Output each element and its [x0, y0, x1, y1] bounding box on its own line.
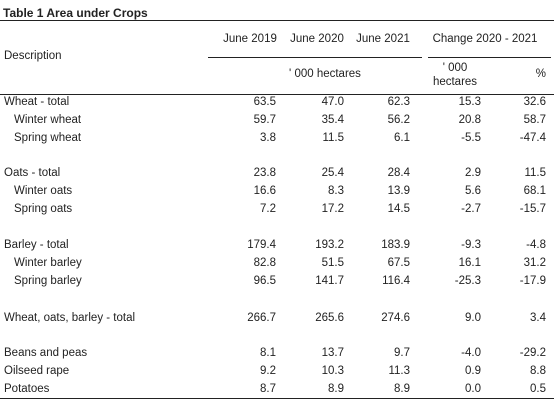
cell-june-2019: 23.8 — [253, 167, 276, 179]
row-label: Spring wheat — [14, 132, 82, 144]
cell-change-hectares: 16.1 — [458, 257, 481, 269]
row-label: Spring oats — [14, 203, 73, 215]
row-label: Wheat, oats, barley - total — [4, 312, 136, 324]
change-unit-line1: ' 000 — [442, 62, 468, 74]
row-label: Winter oats — [14, 185, 73, 197]
cell-change-hectares: -5.5 — [461, 132, 481, 144]
cell-change-percent: 0.5 — [530, 383, 546, 395]
cell-change-percent: -4.8 — [526, 239, 546, 251]
change-underline — [428, 57, 551, 58]
cell-june-2021: 274.6 — [381, 312, 410, 324]
cell-change-hectares: 5.6 — [465, 185, 481, 197]
cell-change-percent: 32.6 — [523, 96, 546, 108]
percent-label: % — [535, 68, 546, 80]
cell-june-2021: 28.4 — [387, 167, 410, 179]
cell-june-2021: 13.9 — [387, 185, 410, 197]
cell-change-hectares: -9.3 — [461, 239, 481, 251]
cell-june-2020: 51.5 — [321, 257, 344, 269]
columns-underline — [208, 57, 422, 58]
row-label: Barley - total — [4, 239, 69, 251]
cell-june-2019: 266.7 — [247, 312, 276, 324]
cell-change-percent: -17.9 — [519, 275, 546, 287]
cell-june-2020: 10.3 — [321, 365, 344, 377]
cell-change-percent: -15.7 — [519, 203, 546, 215]
col-header-june-2021: June 2021 — [356, 33, 410, 45]
row-label: Oats - total — [4, 167, 61, 179]
header-divider — [0, 94, 554, 95]
cell-june-2019: 9.2 — [260, 365, 276, 377]
bottom-divider — [0, 398, 554, 399]
cell-june-2021: 9.7 — [394, 347, 410, 359]
row-label: Potatoes — [4, 383, 50, 395]
title-divider — [0, 20, 554, 21]
col-header-june-2020: June 2020 — [290, 33, 344, 45]
cell-june-2021: 116.4 — [382, 275, 410, 287]
cell-june-2020: 25.4 — [321, 167, 344, 179]
cell-change-hectares: -4.0 — [461, 347, 481, 359]
cell-june-2019: 3.8 — [260, 132, 276, 144]
cell-change-percent: 11.5 — [524, 167, 546, 179]
cell-june-2021: 183.9 — [381, 239, 410, 251]
cell-june-2021: 11.3 — [388, 365, 410, 377]
cell-june-2020: 13.7 — [321, 347, 344, 359]
cell-june-2019: 179.4 — [247, 239, 276, 251]
table-title: Table 1 Area under Crops — [3, 6, 148, 20]
cell-june-2019: 96.5 — [253, 275, 276, 287]
cell-june-2021: 6.1 — [394, 132, 410, 144]
cell-change-hectares: 9.0 — [465, 312, 481, 324]
row-label: Spring barley — [14, 275, 82, 287]
cell-change-percent: 68.1 — [523, 185, 546, 197]
cell-change-hectares: -25.3 — [454, 275, 481, 287]
cell-change-percent: 3.4 — [530, 312, 546, 324]
col-header-june-2019: June 2019 — [223, 33, 277, 45]
description-header: Description — [4, 50, 62, 62]
cell-june-2019: 7.2 — [260, 203, 276, 215]
col-header-change: Change 2020 - 2021 — [432, 33, 538, 45]
cell-june-2021: 67.5 — [387, 257, 410, 269]
cell-change-percent: -47.4 — [519, 132, 546, 144]
row-label: Wheat - total — [4, 96, 70, 108]
cell-june-2020: 8.9 — [328, 383, 344, 395]
cell-june-2020: 35.4 — [321, 114, 344, 126]
cell-june-2019: 82.8 — [253, 257, 276, 269]
cell-june-2019: 8.7 — [260, 383, 276, 395]
cell-june-2020: 141.7 — [315, 275, 344, 287]
row-label: Beans and peas — [4, 347, 88, 359]
cell-june-2020: 265.6 — [315, 312, 344, 324]
cell-change-hectares: -2.7 — [461, 203, 481, 215]
cell-change-hectares: 2.9 — [465, 167, 481, 179]
unit-label: ' 000 hectares — [289, 68, 361, 80]
cell-june-2019: 59.7 — [253, 114, 276, 126]
cell-june-2020: 11.5 — [322, 132, 344, 144]
cell-change-percent: 58.7 — [523, 114, 546, 126]
cell-june-2020: 47.0 — [321, 96, 344, 108]
row-label: Winter barley — [14, 257, 82, 269]
row-label: Winter wheat — [14, 114, 82, 126]
cell-change-percent: 8.8 — [530, 365, 546, 377]
cell-change-hectares: 0.9 — [465, 365, 481, 377]
cell-change-percent: -29.2 — [519, 347, 546, 359]
cell-june-2020: 8.3 — [328, 185, 344, 197]
cell-june-2020: 17.2 — [321, 203, 344, 215]
cell-change-hectares: 0.0 — [465, 383, 481, 395]
cell-june-2019: 16.6 — [253, 185, 276, 197]
row-label: Oilseed rape — [4, 365, 70, 377]
cell-change-hectares: 20.8 — [458, 114, 481, 126]
cell-june-2021: 8.9 — [394, 383, 410, 395]
cell-june-2019: 63.5 — [253, 96, 276, 108]
cell-change-percent: 31.2 — [523, 257, 546, 269]
cell-june-2021: 56.2 — [387, 114, 410, 126]
cell-change-hectares: 15.3 — [458, 96, 481, 108]
cell-june-2021: 62.3 — [387, 96, 410, 108]
change-unit-line2: hectares — [432, 76, 478, 88]
cell-june-2019: 8.1 — [260, 347, 276, 359]
cell-june-2020: 193.2 — [315, 239, 344, 251]
cell-june-2021: 14.5 — [387, 203, 410, 215]
